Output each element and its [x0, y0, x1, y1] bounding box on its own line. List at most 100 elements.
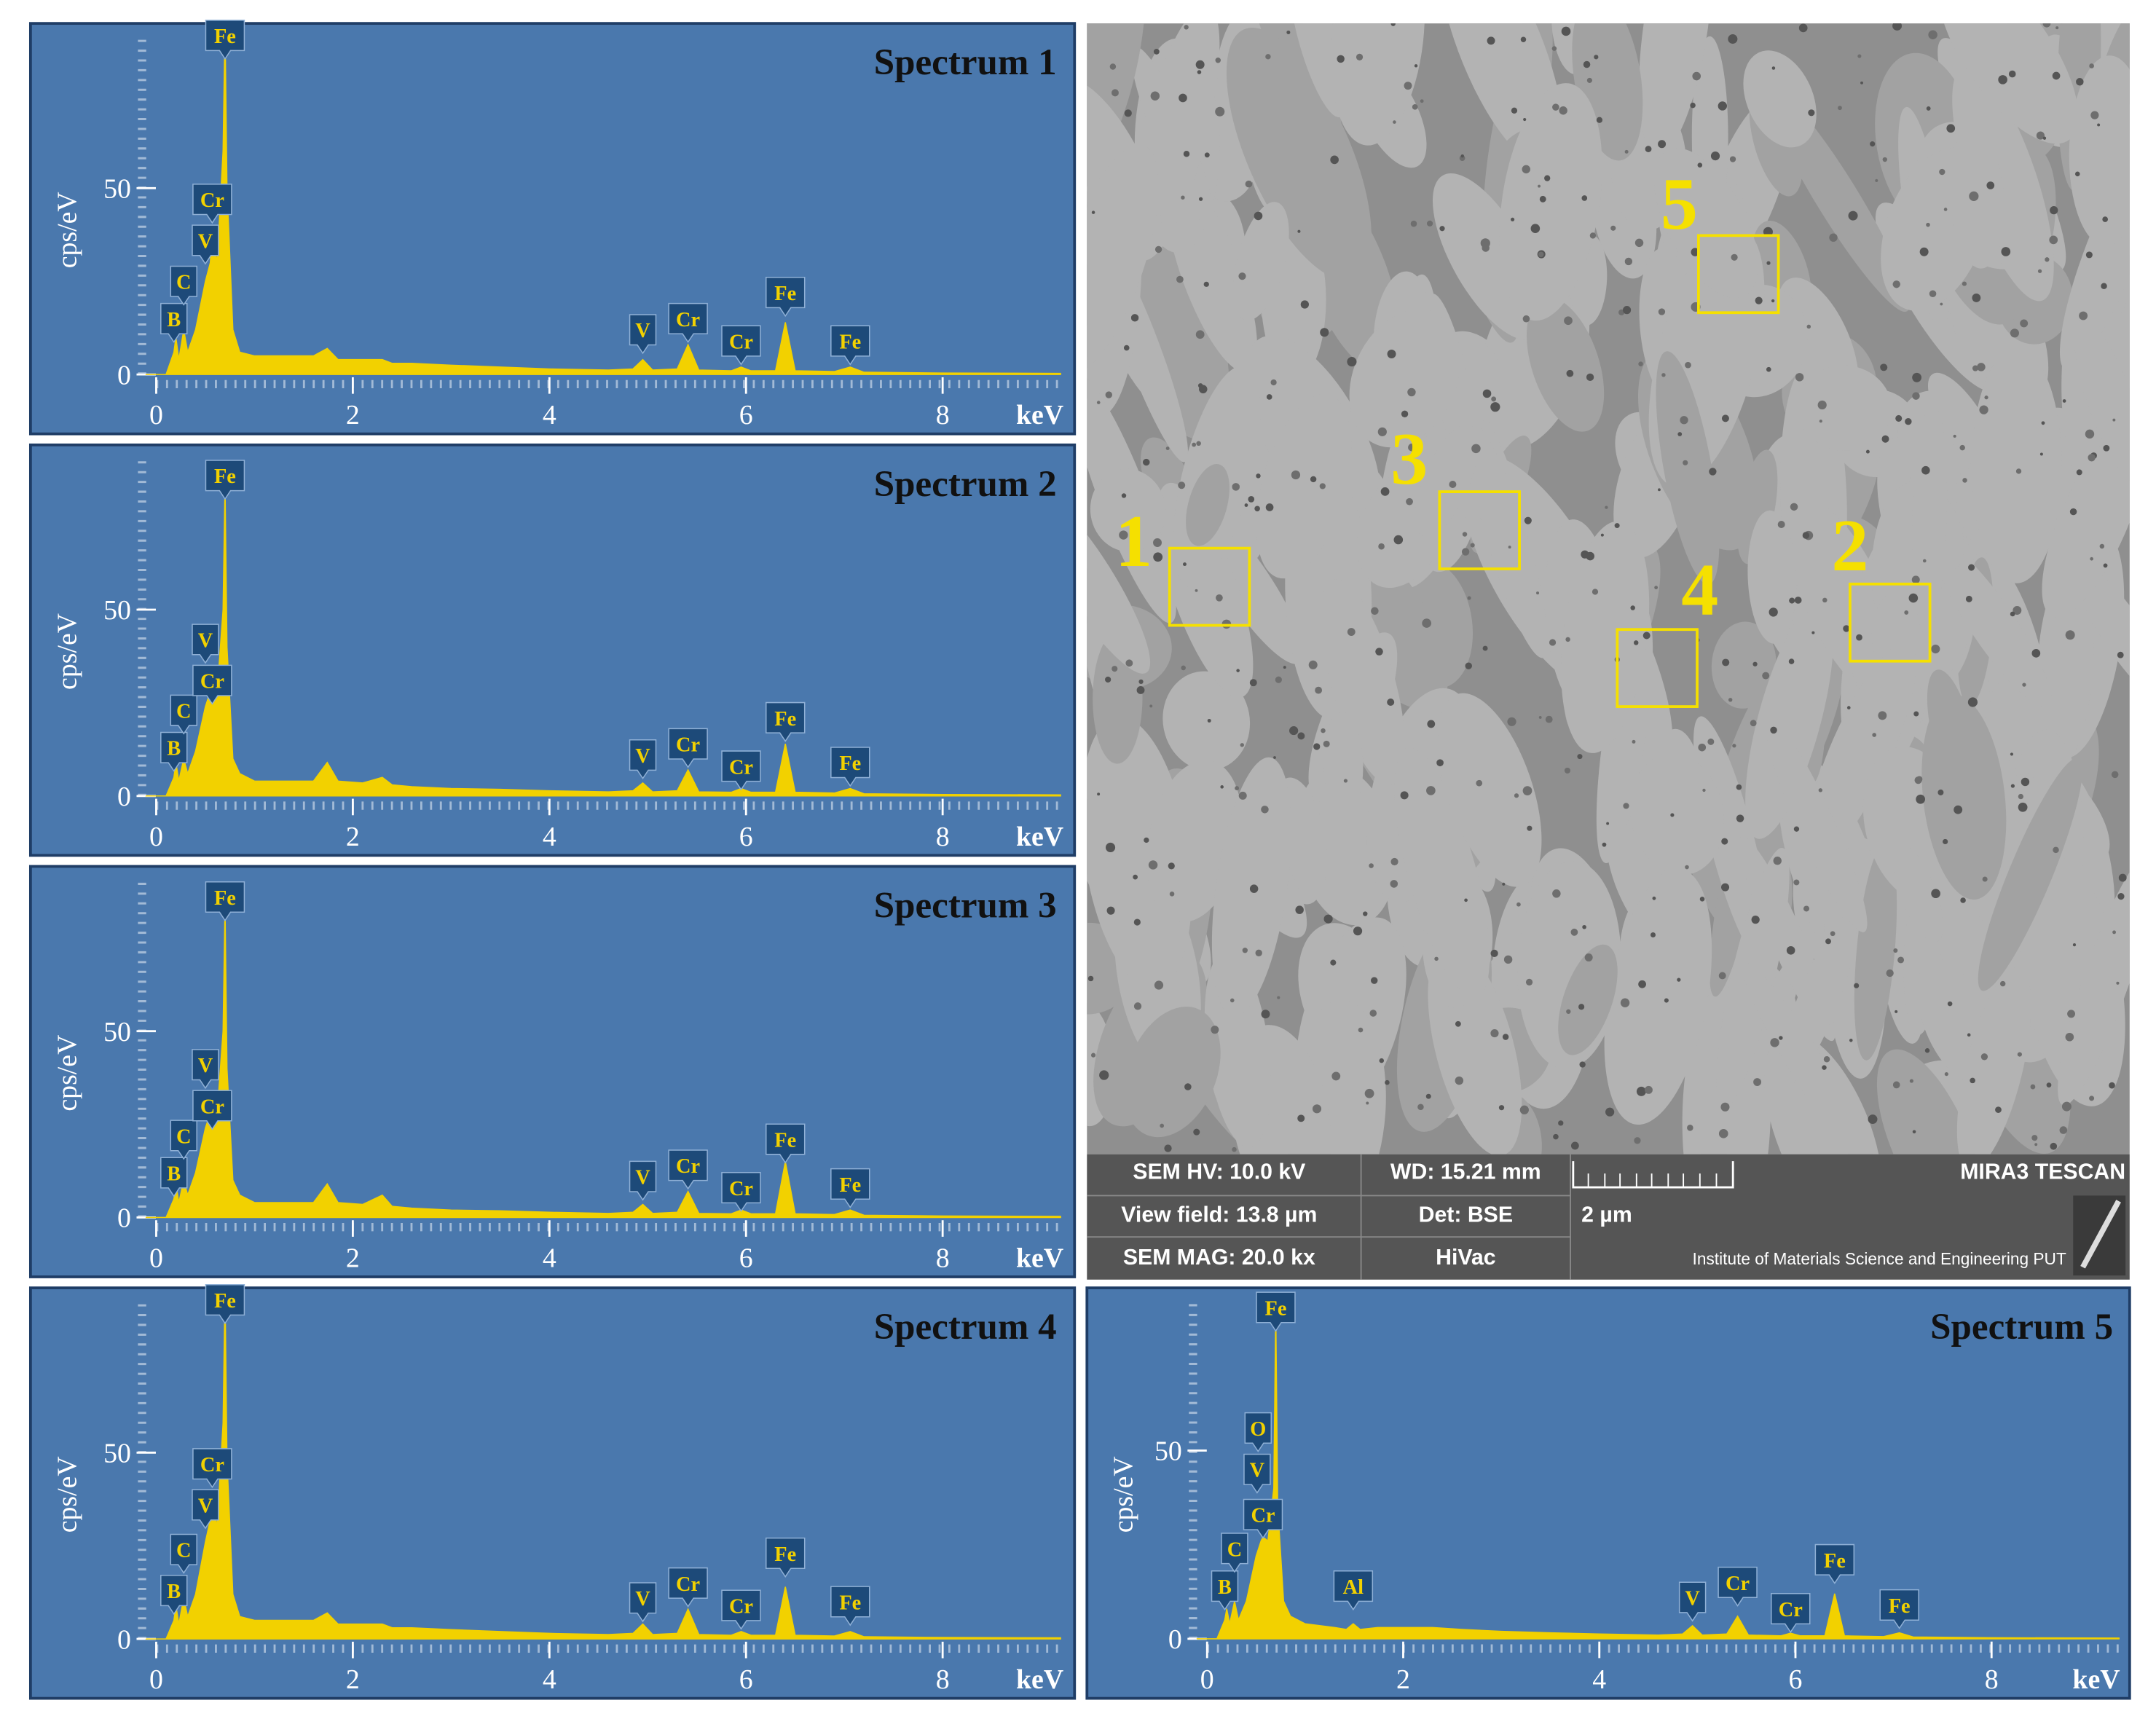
- sem-pore: [1417, 1104, 1424, 1111]
- peak-tag: [192, 1448, 232, 1489]
- sem-pore: [1854, 983, 1860, 988]
- sem-pore: [2112, 418, 2116, 422]
- sem-pore: [2069, 508, 2077, 516]
- peak-label: Cr: [1726, 1573, 1750, 1595]
- region-box: [1168, 546, 1251, 627]
- sem-pore: [2090, 111, 2099, 119]
- sem-pore: [2021, 777, 2030, 787]
- sem-pore: [1912, 392, 1920, 400]
- y-tick-label: 50: [103, 174, 131, 205]
- sem-pore: [1794, 597, 1802, 604]
- sem-pore: [1414, 64, 1418, 68]
- peak-tag: [1678, 1581, 1707, 1622]
- sem-pore: [1984, 396, 1988, 400]
- peak-tag: [1879, 1589, 1919, 1629]
- sem-pore: [1449, 480, 1457, 488]
- sem-pore: [1393, 535, 1404, 545]
- sem-pore: [1181, 665, 1186, 671]
- sem-pore: [1661, 373, 1666, 377]
- sem-pore: [1773, 857, 1782, 865]
- sem-pore: [1728, 34, 1738, 44]
- sem-pore: [1487, 36, 1495, 45]
- sem-pore: [1977, 363, 1986, 371]
- sem-pore: [1583, 60, 1591, 68]
- info-text: View field: 13.8 µm: [1121, 1203, 1317, 1227]
- sem-pore: [1721, 414, 1729, 422]
- sem-pore: [1770, 1038, 1779, 1047]
- sem-pore: [1313, 743, 1321, 750]
- sem-pore: [1892, 23, 1903, 31]
- sem-pore: [2062, 399, 2066, 403]
- sem-pore: [1099, 1070, 1109, 1080]
- sem-grain: [1558, 944, 1618, 1055]
- sem-pore: [1331, 1071, 1341, 1081]
- sem-pore: [2117, 651, 2124, 658]
- sem-pore: [1564, 316, 1573, 326]
- sem-pore: [1133, 1002, 1142, 1010]
- sem-pore: [2109, 1082, 2115, 1089]
- y-tick-label: 0: [117, 782, 131, 812]
- sem-pore: [1924, 1048, 1930, 1053]
- sem-pore: [1538, 184, 1541, 188]
- sem-grain: [2058, 851, 2130, 1106]
- peak-tag: [1244, 1412, 1272, 1452]
- peak-tag: [192, 224, 219, 265]
- sem-grain: [1638, 23, 1713, 155]
- x-tick-label: 6: [739, 822, 753, 852]
- sem-pore: [1353, 927, 1363, 936]
- sem-pore: [1919, 247, 1929, 256]
- sem-pore: [1829, 233, 1838, 242]
- chart-title: Spectrum 5: [1930, 1307, 2113, 1348]
- sem-pore: [1865, 449, 1870, 454]
- sem-grain: [1797, 365, 1892, 451]
- sem-pore: [1516, 902, 1521, 907]
- sem-pore: [1650, 932, 1656, 937]
- sem-pore: [2046, 1082, 2052, 1088]
- peak-label: Fe: [839, 331, 861, 353]
- sem-pore: [1524, 516, 1532, 524]
- peak-tag: [668, 728, 708, 768]
- sem-pore: [1718, 972, 1726, 980]
- x-tick-label: 6: [1789, 1664, 1803, 1695]
- sem-pore: [1462, 532, 1468, 537]
- sem-pore: [1943, 208, 1948, 211]
- region-box: [1616, 628, 1699, 708]
- peak-tag: [205, 881, 245, 922]
- x-tick-label: 4: [543, 822, 556, 852]
- sem-pore: [1769, 607, 1778, 617]
- sem-pore: [2067, 1010, 2076, 1018]
- y-tick-label: 0: [117, 1203, 131, 1234]
- sem-grain: [1087, 23, 1146, 202]
- x-tick-label: 0: [1200, 1664, 1214, 1695]
- sem-pore: [1320, 328, 1329, 337]
- sem-pore: [1998, 75, 2007, 84]
- sem-pore: [1793, 879, 1800, 886]
- peak-tag: [721, 1589, 761, 1630]
- sem-pore: [2030, 1084, 2036, 1090]
- sem-pore: [1434, 956, 1439, 961]
- sem-pore: [1970, 1077, 1975, 1084]
- sem-pore: [1645, 1085, 1653, 1094]
- sem-pore: [1154, 245, 1162, 253]
- sem-pore: [1911, 575, 1920, 584]
- sem-pore: [1552, 889, 1561, 898]
- sem-pore: [1323, 914, 1333, 924]
- y-tick-label: 0: [117, 360, 131, 390]
- y-axis-label: cps/eV: [52, 1456, 82, 1533]
- sem-pore: [1330, 155, 1339, 165]
- peak-label: C: [1227, 1538, 1242, 1561]
- sem-pore: [1249, 679, 1257, 687]
- sem-pore: [2017, 1052, 2022, 1057]
- sem-grain: [1956, 967, 2031, 1154]
- sem-pore: [1946, 124, 1956, 133]
- sem-pore: [1806, 324, 1811, 329]
- sem-pore: [1658, 308, 1666, 315]
- sem-pore: [1728, 698, 1733, 702]
- sem-pore: [1136, 686, 1145, 694]
- sem-pore: [2061, 1101, 2072, 1112]
- sem-pore: [1105, 391, 1112, 398]
- sem-pore: [2034, 1143, 2038, 1146]
- sem-pore: [1366, 1101, 1369, 1105]
